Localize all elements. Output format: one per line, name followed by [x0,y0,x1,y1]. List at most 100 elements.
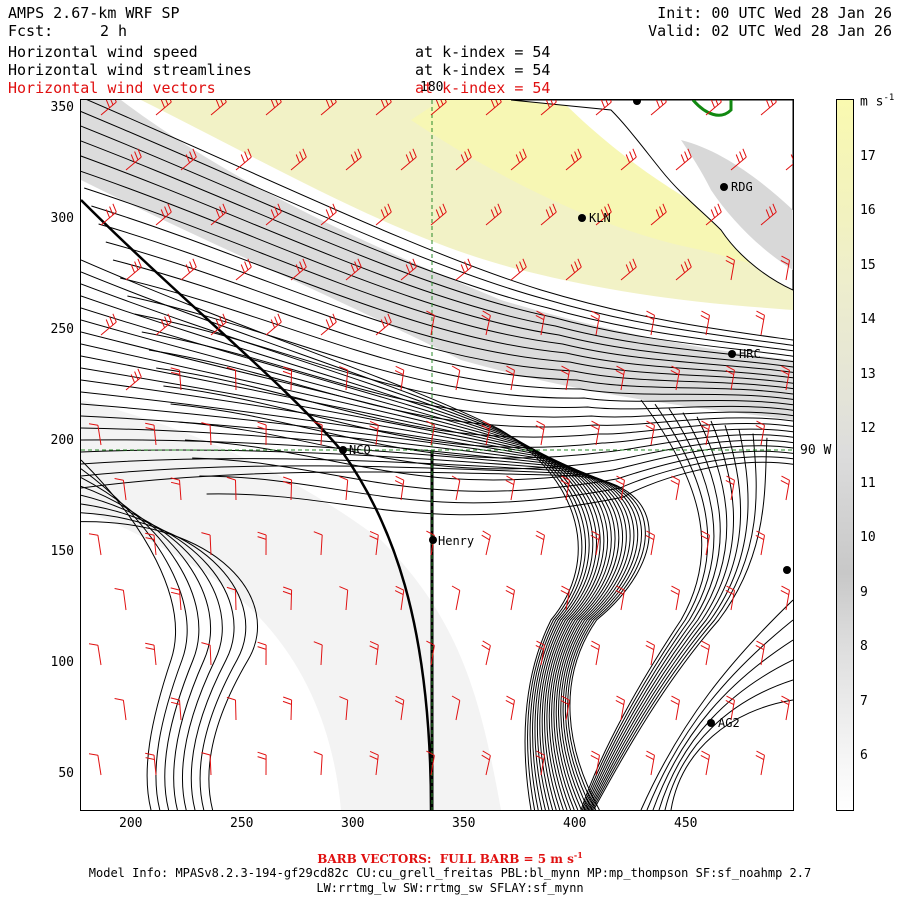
station-markers [339,100,791,727]
wind-barb [426,310,435,336]
forecast-hour: 2 h [100,22,128,40]
wind-barb [645,420,655,446]
wind-barb [505,695,515,721]
wind-barb [265,313,282,336]
field-vectors-level: at k-index = 54 [415,79,551,97]
wind-barb [180,148,197,171]
streamline [81,512,247,810]
y-tick-200: 200 [50,433,74,448]
wind-barb [780,695,790,721]
x-tick-250: 250 [230,816,254,831]
wind-barb [755,420,765,446]
streamline [580,399,703,810]
wind-barb [290,258,307,281]
streamline [105,241,793,390]
station-ag2-marker [707,719,715,727]
wind-barb [620,148,637,171]
wind-barb [535,530,545,556]
wind-barb [257,421,267,446]
station-rdg-label: RDG [731,180,753,194]
wind-barb [394,475,405,501]
wind-barb [485,100,502,116]
wind-barb [595,100,612,116]
x-tick-350: 350 [452,816,476,831]
wind-barb [226,366,237,391]
station-kln-marker [578,214,586,222]
streamline [170,403,793,459]
streamline [590,429,749,810]
streamline [81,259,579,810]
wind-barb [100,100,117,116]
streamline [670,699,793,810]
wind-barb [265,100,282,116]
streamline [646,619,793,810]
streamline [81,271,583,810]
wind-barb [88,643,102,666]
streamline [81,295,590,810]
x-tick-450: 450 [674,816,698,831]
wind-barb [481,420,491,446]
model-info: Model Info: MPASv8.2.3-194-gf29cd82c CU:… [88,866,812,880]
streamline [588,425,742,810]
streamline [91,205,793,379]
wind-barb [257,531,267,556]
wind-barb [375,313,392,336]
wind-barb [235,258,252,281]
model-title: AMPS 2.67-km WRF SP [8,4,180,22]
y-tick-100: 100 [50,655,74,670]
wind-barb [650,100,667,116]
colorbar [836,99,854,811]
y-tick-350: 350 [50,100,74,115]
streamline [81,125,793,352]
wind-barb [369,750,379,776]
wind-barb [114,478,127,501]
wind-barb [394,695,405,721]
colorbar-8: 8 [860,639,868,654]
wind-barb [560,365,570,391]
wind-barb [451,695,461,721]
wind-barb [730,148,747,171]
streamline [199,456,793,504]
wind-barb [590,750,600,776]
wind-barb [540,203,557,226]
streamline [591,433,757,810]
wind-barb [535,750,545,776]
wind-barb [615,695,625,721]
wind-barb [481,640,491,666]
streamline [593,437,768,810]
wind-barb [700,750,710,776]
station-nco-label: NCO [349,443,371,457]
wind-barb [615,365,625,391]
wind-barb [780,255,790,281]
streamline [81,391,620,810]
wind-barb [282,696,293,721]
streamline [127,295,793,406]
wind-barb [590,530,600,556]
wind-barb [780,585,790,611]
map-plot: KLN RDG HRC NCO Henry AG2 [80,99,794,811]
colorbar-13: 13 [860,367,876,382]
field-vectors: Horizontal wind vectors [8,79,216,97]
wind-barb [257,641,267,666]
station-top-marker [633,100,641,105]
wind-barb [320,313,337,336]
wind-barb [535,420,545,446]
wind-barb [400,258,417,281]
station-hrc-marker [728,350,736,358]
wind-barb [670,365,680,391]
wind-barb [645,750,655,776]
colorbar-12: 12 [860,421,876,436]
field-streamlines-level: at k-index = 54 [415,61,551,79]
wind-barb [313,421,323,446]
streamline [81,170,793,368]
wind-barb [226,696,237,721]
wind-barb [257,751,267,776]
station-henry-label: Henry [438,534,475,548]
colorbar-17: 17 [860,149,876,164]
speed-band-max [411,100,793,275]
streamline [120,277,793,400]
wind-barb [675,258,692,281]
label-lon-180: 180 [420,80,444,95]
wind-barb [590,420,600,446]
streamline [583,408,715,810]
